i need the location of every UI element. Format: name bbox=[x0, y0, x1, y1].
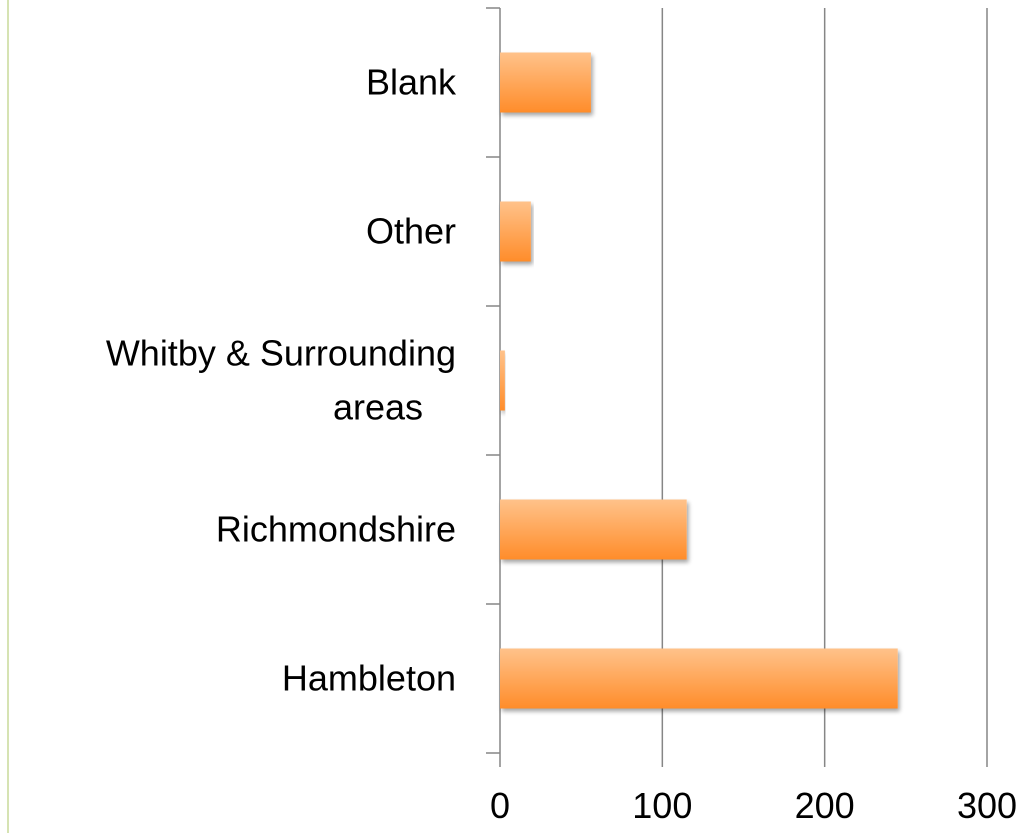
x-tick-label-100: 100 bbox=[632, 785, 692, 826]
category-label-other: Other bbox=[366, 211, 456, 252]
bar-blank bbox=[500, 52, 591, 113]
gridlines bbox=[661, 8, 988, 753]
bar-whitby-surrounding-areas bbox=[500, 350, 505, 411]
x-tick-labels: 0 100 200 300 bbox=[490, 785, 1017, 826]
x-tick-label-300: 300 bbox=[957, 785, 1017, 826]
category-label-line: areas bbox=[333, 387, 423, 428]
category-label-blank: Blank bbox=[366, 62, 457, 103]
category-label-line: Blank bbox=[366, 62, 457, 103]
category-label-line: Whitby & Surrounding bbox=[106, 333, 456, 374]
left-border-rule bbox=[0, 0, 9, 833]
bar-richmondshire bbox=[500, 499, 687, 560]
bars bbox=[500, 52, 898, 709]
bar-other bbox=[500, 201, 531, 262]
category-label-line: Other bbox=[366, 211, 456, 252]
category-label-line: Hambleton bbox=[282, 658, 456, 699]
category-label-line: Richmondshire bbox=[216, 509, 456, 550]
x-tick-label-200: 200 bbox=[795, 785, 855, 826]
category-label-hambleton: Hambleton bbox=[282, 658, 456, 699]
x-tick-label-0: 0 bbox=[490, 785, 510, 826]
bar-hambleton bbox=[500, 648, 898, 709]
category-label-whitby-surrounding-areas: Whitby & Surrounding areas bbox=[106, 333, 456, 428]
category-labels: Hambleton Richmondshire Whitby & Surroundi… bbox=[106, 62, 457, 699]
category-label-richmondshire: Richmondshire bbox=[216, 509, 456, 550]
